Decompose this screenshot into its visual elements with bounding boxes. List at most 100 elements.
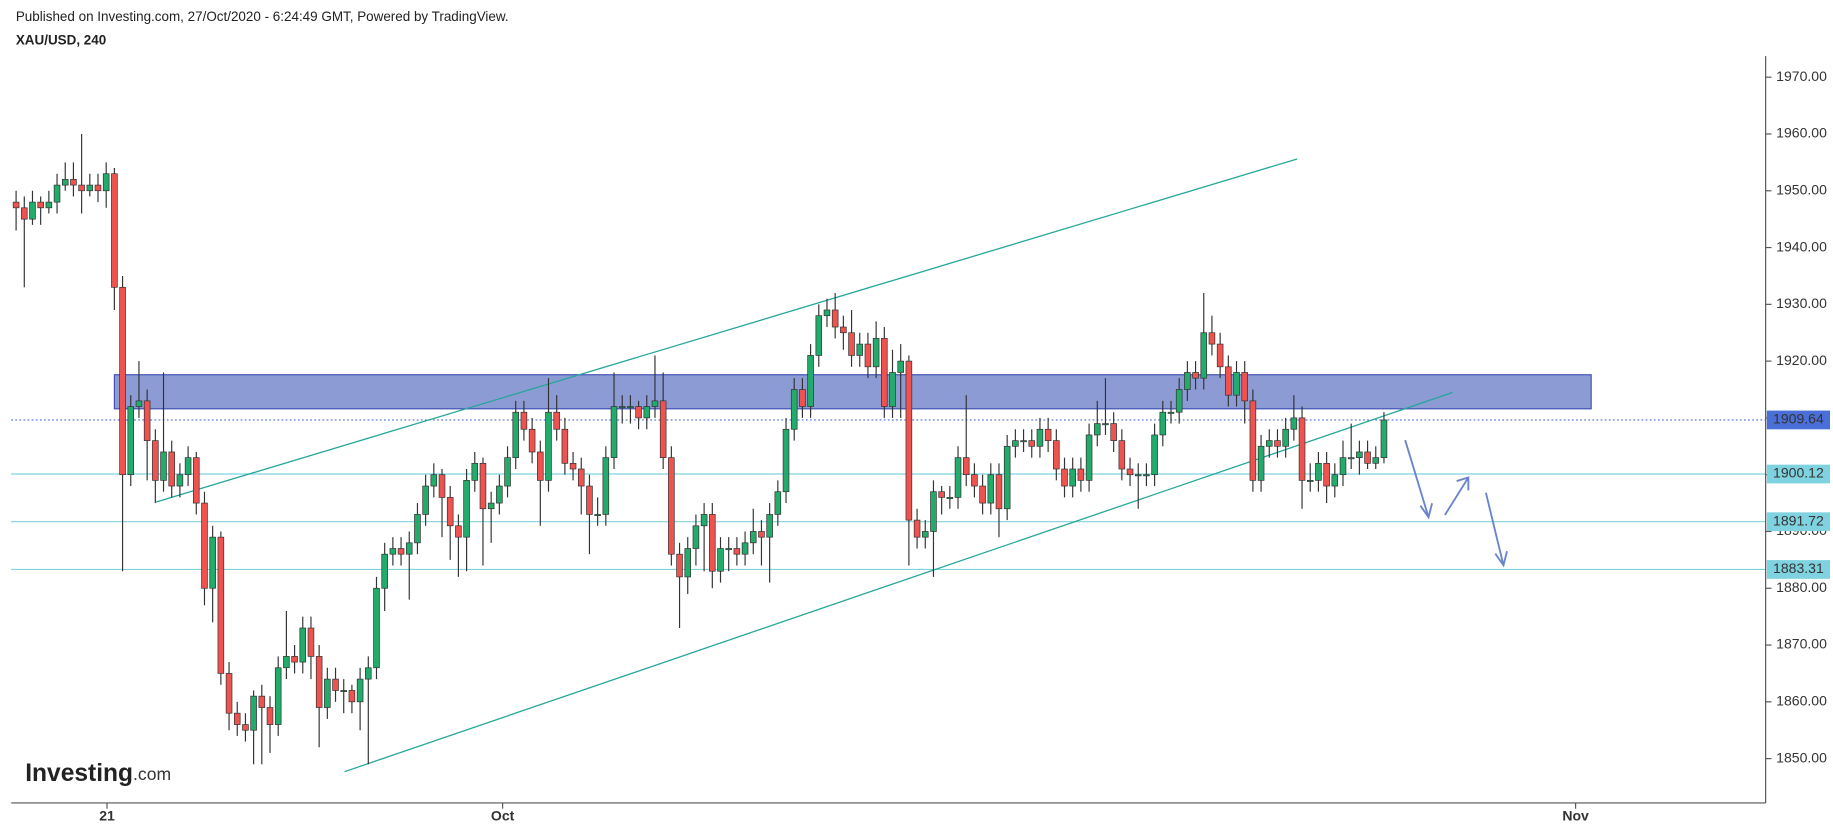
candle-body xyxy=(307,627,315,657)
candle-body xyxy=(1339,457,1347,476)
candle-body xyxy=(1028,440,1036,447)
candle-body xyxy=(12,201,20,209)
candle-body xyxy=(143,400,151,441)
candle-body xyxy=(782,428,790,493)
y-tick-label: 1850.00 xyxy=(1776,749,1827,765)
candle-body xyxy=(94,184,102,192)
candle-body xyxy=(1044,428,1052,441)
candle-body xyxy=(1323,462,1330,487)
candle-body xyxy=(676,553,683,578)
candle-body xyxy=(749,531,757,544)
candle-body xyxy=(463,480,470,538)
candle-body xyxy=(1134,474,1142,477)
candle-body xyxy=(53,184,61,203)
candle-body xyxy=(659,400,667,459)
candle-body xyxy=(1200,332,1208,379)
candle-body xyxy=(1069,468,1076,487)
candle-body xyxy=(668,457,675,555)
candle-body xyxy=(1077,468,1085,481)
candle-body xyxy=(799,389,806,407)
candle-body xyxy=(111,173,118,288)
candle-body xyxy=(283,656,290,669)
published-note: Published on Investing.com, 27/Oct/2020 … xyxy=(16,9,509,24)
candle-body xyxy=(414,514,421,544)
candle-body xyxy=(700,514,708,527)
candle-body xyxy=(1216,343,1224,368)
candle-body xyxy=(561,428,569,464)
candle-body xyxy=(373,587,380,669)
candle-body xyxy=(962,457,970,476)
candle-body xyxy=(70,179,77,186)
last-price-label: 1909.64 xyxy=(1773,411,1824,427)
price-label: 1883.31 xyxy=(1773,560,1824,576)
candle-body xyxy=(176,474,184,487)
candle-body xyxy=(528,428,536,453)
candle-body xyxy=(168,451,175,487)
x-tick-label: 21 xyxy=(99,808,115,824)
candle-body xyxy=(496,485,503,504)
candle-body xyxy=(1306,480,1314,482)
candle-body xyxy=(504,457,511,487)
candle-body xyxy=(152,440,159,481)
plot-area: 1850.001860.001870.001880.001890.001900.… xyxy=(11,68,1827,824)
candle-body xyxy=(905,360,913,521)
candle-body xyxy=(995,474,1003,510)
y-tick-label: 1950.00 xyxy=(1776,181,1827,197)
candle-body xyxy=(512,411,520,459)
candle-body xyxy=(938,491,945,498)
candle-body xyxy=(618,406,626,409)
candle-body xyxy=(1257,445,1265,481)
candle-body xyxy=(471,462,479,481)
candle-body xyxy=(1347,457,1355,460)
candle-body xyxy=(774,491,782,515)
candle-body xyxy=(1118,440,1126,470)
candle-body xyxy=(1290,417,1298,430)
candle-body xyxy=(274,667,282,725)
candle-body xyxy=(1364,451,1371,464)
candle-body xyxy=(864,343,872,368)
candle-body xyxy=(1184,372,1191,390)
candle-body xyxy=(881,338,888,407)
price-label-box xyxy=(1766,560,1831,579)
candle-body xyxy=(340,690,348,692)
candle-body xyxy=(299,627,307,663)
candle-body xyxy=(119,286,126,476)
candle-body xyxy=(250,695,257,731)
candle-body xyxy=(725,548,732,551)
candle-body xyxy=(45,201,53,209)
candle-body xyxy=(127,406,135,476)
arrow xyxy=(1444,476,1470,516)
logo: Investing.com xyxy=(25,760,171,787)
candle-body xyxy=(184,457,192,476)
y-tick-label: 1870.00 xyxy=(1776,636,1827,652)
candle-body xyxy=(1020,440,1027,443)
candle-body xyxy=(1085,434,1093,481)
candle-body xyxy=(86,184,94,192)
candle-body xyxy=(930,491,937,532)
candle-body xyxy=(217,536,225,674)
candle-body xyxy=(102,173,110,192)
price-label-box xyxy=(1766,512,1831,532)
candle-body xyxy=(741,542,749,555)
candle-body xyxy=(160,451,167,481)
candle-body xyxy=(1282,428,1289,447)
candle-body xyxy=(291,656,298,663)
candle-body xyxy=(1225,366,1232,396)
candle-body xyxy=(258,695,266,708)
candle-body xyxy=(848,332,855,356)
candle-body xyxy=(577,468,585,487)
candle-body xyxy=(545,411,552,481)
candle-body xyxy=(1249,400,1257,481)
y-tick-label: 1960.00 xyxy=(1776,125,1827,141)
candle-body xyxy=(537,451,544,481)
candle-body xyxy=(1159,411,1167,436)
candle-body xyxy=(586,485,593,515)
candle-body xyxy=(1208,332,1216,345)
candle-body xyxy=(1036,428,1044,447)
candle-body xyxy=(422,485,429,515)
candle-body xyxy=(856,343,864,356)
candle-body xyxy=(602,457,610,515)
candle-body xyxy=(455,525,462,538)
candle-body xyxy=(971,474,978,487)
